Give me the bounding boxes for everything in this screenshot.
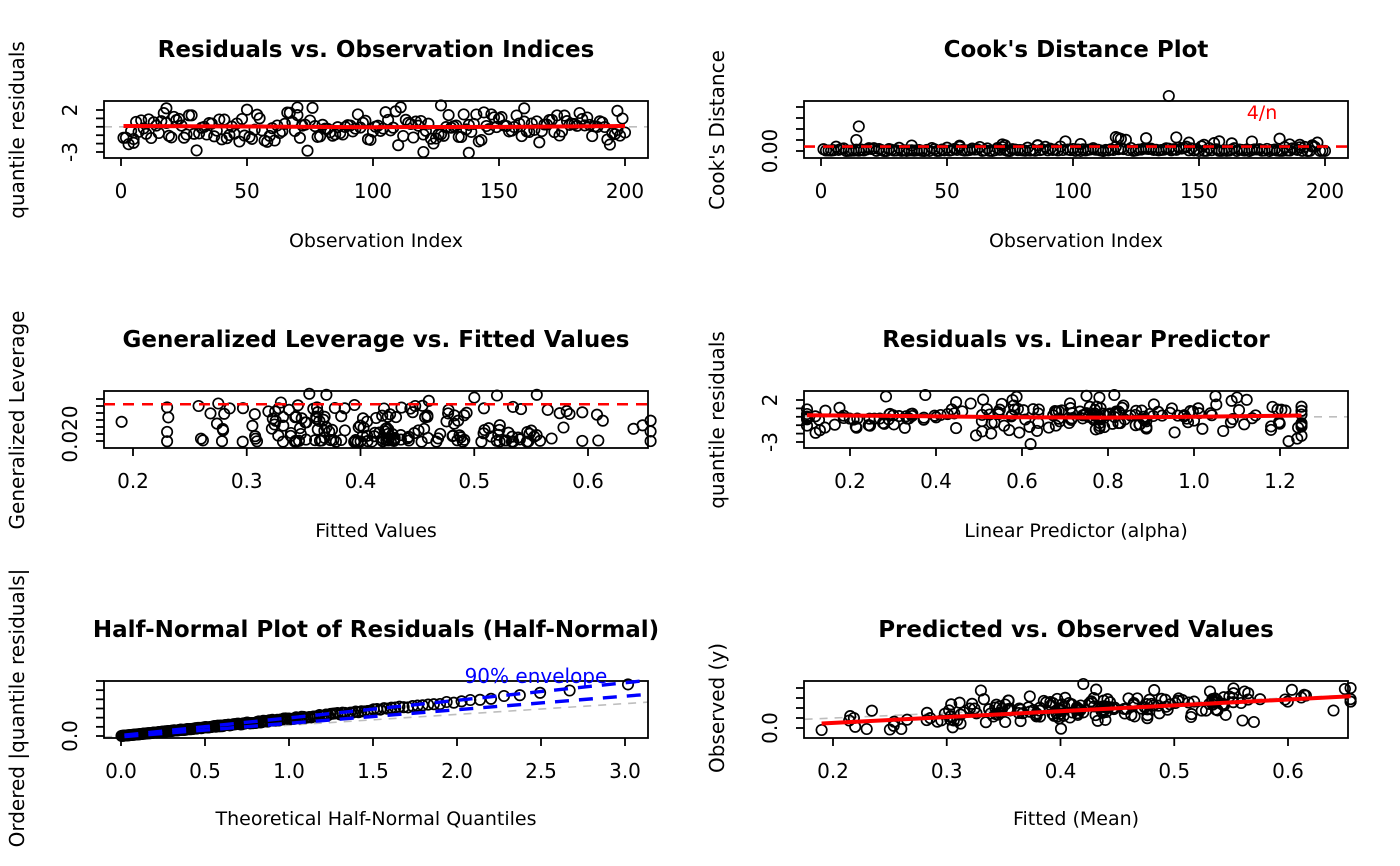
panel-half-normal-plot: Half-Normal Plot of Residuals (Half-Norm… [0,569,700,866]
panel-residuals-vs-linear-predictor: Residuals vs. Linear Predictor Linear Pr… [700,290,1400,580]
svg-text:2.5: 2.5 [525,759,557,783]
svg-text:150: 150 [1180,179,1218,203]
plot-area: 0 50 100 150 200 2 -3 [58,99,649,203]
svg-text:0.0: 0.0 [758,712,782,744]
svg-text:0.4: 0.4 [1045,759,1077,783]
svg-text:3.0: 3.0 [609,759,641,783]
svg-text:0.3: 0.3 [931,759,963,783]
svg-text:0.4: 0.4 [920,469,952,493]
x-axis-label: Theoretical Half-Normal Quantiles [215,808,537,830]
svg-text:0.6: 0.6 [1006,469,1038,493]
svg-text:4/n: 4/n [1247,102,1278,124]
x-axis-label: Observation Index [289,230,463,252]
plot-area: 0.0 0.5 1.0 1.5 2.0 2.5 3.0 0.0 90% envelope [58,664,649,783]
x-axis-label: Fitted Values [315,520,437,542]
svg-text:50: 50 [234,179,259,203]
plot-area: 0.2 0.3 0.4 0.5 0.6 0.0 [758,677,1357,783]
y-axis-label: Generalized Leverage [5,311,29,530]
svg-text:0.6: 0.6 [1272,759,1304,783]
plot-title: Residuals vs. Observation Indices [158,37,595,63]
svg-text:0.020: 0.020 [58,405,82,462]
y-axis-label: quantile residuals [5,41,29,219]
svg-text:-3: -3 [58,142,82,162]
svg-text:200: 200 [606,179,644,203]
svg-text:0.0: 0.0 [105,759,137,783]
generalized-leverage-chart: Generalized Leverage vs. Fitted Values F… [5,311,657,542]
svg-text:1.5: 1.5 [357,759,389,783]
svg-text:0.6: 0.6 [572,469,604,493]
svg-text:100: 100 [1054,179,1092,203]
residuals-vs-linear-predictor-chart: Residuals vs. Linear Predictor Linear Pr… [705,327,1349,542]
predicted-vs-observed-chart: Predicted vs. Observed Values Fitted (Me… [705,617,1357,830]
svg-text:2: 2 [758,394,782,407]
y-axis-label: Observed (y) [705,643,729,773]
panel-generalized-leverage-vs-fitted-values: Generalized Leverage vs. Fitted Values F… [0,290,700,580]
plot-title: Generalized Leverage vs. Fitted Values [122,327,629,353]
x-axis-label: Observation Index [989,230,1163,252]
svg-text:0.4: 0.4 [345,469,377,493]
residuals-vs-observation-indices-chart: Residuals vs. Observation Indices Observ… [5,37,649,252]
x-axis-label: Linear Predictor (alpha) [964,520,1188,542]
panel-residuals-vs-observation-indices: Residuals vs. Observation Indices Observ… [0,0,700,290]
svg-text:90% envelope: 90% envelope [465,664,608,688]
plot-area: 0.2 0.4 0.6 0.8 1.0 1.2 2 -3 [758,388,1349,493]
svg-text:0.5: 0.5 [458,469,490,493]
svg-text:50: 50 [934,179,959,203]
panel-cooks-distance-plot: Cook's Distance Plot Observation Index C… [700,0,1400,290]
svg-text:1.0: 1.0 [1178,469,1210,493]
svg-text:0.2: 0.2 [117,469,149,493]
svg-text:200: 200 [1306,179,1344,203]
panel-predicted-vs-observed-values: Predicted vs. Observed Values Fitted (Me… [700,580,1400,866]
svg-text:0.2: 0.2 [834,469,866,493]
svg-text:1.0: 1.0 [273,759,305,783]
half-normal-plot-chart: Half-Normal Plot of Residuals (Half-Norm… [5,569,659,848]
plot-title: Predicted vs. Observed Values [878,617,1274,643]
svg-text:0.8: 0.8 [1092,469,1124,493]
svg-text:0.3: 0.3 [231,469,263,493]
svg-text:2: 2 [58,104,82,117]
svg-text:0.0: 0.0 [58,720,82,752]
plot-area: 0 50 100 150 200 0.00 4/n [758,89,1349,203]
svg-text:1.2: 1.2 [1264,469,1296,493]
y-axis-label: Ordered |quantile residuals| [5,569,29,848]
svg-text:0.5: 0.5 [1158,759,1190,783]
y-axis-label: Cook's Distance [705,50,729,210]
svg-text:-3: -3 [758,432,782,452]
plot-area: 0.2 0.3 0.4 0.5 0.6 0.020 [58,387,657,493]
svg-text:0.00: 0.00 [758,129,782,174]
svg-text:0: 0 [115,179,128,203]
plot-title: Residuals vs. Linear Predictor [882,327,1270,353]
svg-text:2.0: 2.0 [441,759,473,783]
svg-text:0.2: 0.2 [817,759,849,783]
svg-text:150: 150 [480,179,518,203]
plot-title: Cook's Distance Plot [944,37,1209,63]
plot-title: Half-Normal Plot of Residuals (Half-Norm… [93,617,659,643]
svg-text:100: 100 [354,179,392,203]
svg-text:0.5: 0.5 [189,759,221,783]
y-axis-label: quantile residuals [705,331,729,509]
svg-text:0: 0 [815,179,828,203]
x-axis-label: Fitted (Mean) [1013,808,1139,830]
cooks-distance-chart: Cook's Distance Plot Observation Index C… [705,37,1349,252]
